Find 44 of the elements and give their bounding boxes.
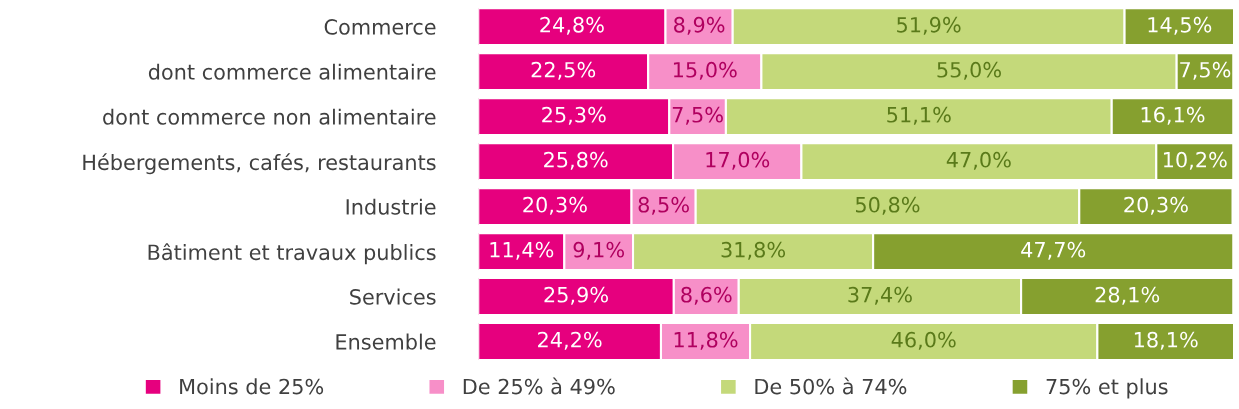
data-label: 37,4% <box>848 286 912 305</box>
data-label: 11,8% <box>674 331 738 350</box>
data-label: 17,0% <box>706 151 770 170</box>
data-label: 55,0% <box>937 61 1001 80</box>
y-tick-label: Commerce <box>324 19 436 35</box>
y-tick-label: Hébergements, cafés, restaurants <box>83 153 436 175</box>
data-label: 25,3% <box>542 106 606 125</box>
data-label: 16,1% <box>1141 106 1205 125</box>
data-label: 47,7% <box>1021 241 1086 260</box>
data-label: 20,3% <box>523 196 587 215</box>
data-label: 7,5% <box>672 106 723 125</box>
legend-label: 75% et plus <box>1046 378 1168 399</box>
y-tick-label: Bâtiment et travaux publics <box>148 243 436 265</box>
data-label: 8,9% <box>674 16 725 35</box>
data-label: 28,1% <box>1095 286 1160 305</box>
data-label: 9,1% <box>573 241 624 260</box>
data-label: 15,0% <box>673 61 737 80</box>
data-label: 25,8% <box>544 151 608 170</box>
data-label: 22,5% <box>531 61 596 80</box>
y-tick-label: Services <box>350 288 436 305</box>
data-label: 47,0% <box>946 151 1011 170</box>
data-label: 51,9% <box>897 16 961 35</box>
y-tick-label: Industrie <box>346 198 436 215</box>
legend-label: Moins de 25% <box>180 378 324 395</box>
data-label: 51,1% <box>887 106 951 125</box>
data-label: 8,6% <box>681 286 732 305</box>
legend-label: De 25% à 49% <box>463 377 615 395</box>
data-label: 24,2% <box>538 331 602 350</box>
data-label: 10,2% <box>1163 151 1227 170</box>
data-label: 20,3% <box>1124 196 1188 215</box>
y-tick-label: Ensemble <box>336 333 436 350</box>
data-label: 14,5% <box>1148 16 1212 35</box>
data-label: 18,1% <box>1134 331 1198 350</box>
data-label: 24,8% <box>540 16 604 35</box>
data-label: 50,8% <box>856 196 920 215</box>
data-label: 31,8% <box>721 241 786 260</box>
data-label: 11,4% <box>490 241 554 260</box>
data-label: 7,5% <box>1180 61 1231 80</box>
legend-label: De 50% à 74% <box>755 377 907 395</box>
data-label: 25,9% <box>544 286 608 305</box>
y-tick-label: dont commerce non alimentaire <box>103 108 436 125</box>
data-label: 46,0% <box>891 331 956 350</box>
y-tick-label: dont commerce alimentaire <box>148 63 436 80</box>
data-label: 8,5% <box>638 196 689 215</box>
